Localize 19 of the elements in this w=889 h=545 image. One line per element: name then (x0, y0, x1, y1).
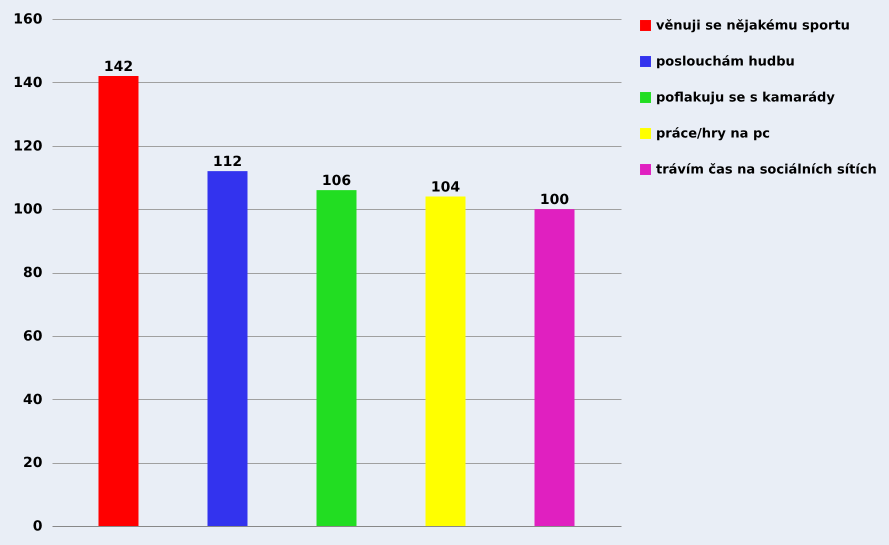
data-label: 106 (322, 173, 352, 190)
legend-label: poflakuju se s kamarády (656, 90, 836, 106)
y-tick-label: 20 (23, 455, 43, 472)
legend-label: trávím čas na sociálních sítích (656, 162, 877, 178)
y-tick-label: 0 (32, 518, 43, 534)
y-tick-label: 100 (13, 202, 43, 218)
y-tick-label: 80 (23, 265, 43, 281)
data-label: 104 (430, 179, 460, 196)
data-label: 142 (104, 59, 134, 76)
legend-label: práce/hry na pc (656, 126, 770, 142)
y-tick-label: 160 (13, 12, 43, 28)
legend-label: poslouchám hudbu (656, 54, 795, 70)
y-tick-label: 40 (23, 392, 43, 408)
data-label: 112 (212, 154, 242, 170)
data-label: 100 (540, 192, 570, 208)
y-tick-label: 60 (23, 328, 43, 344)
y-tick-label: 140 (13, 74, 43, 91)
legend-label: věnuji se nějakému sportu (656, 18, 850, 34)
y-tick-label: 120 (13, 138, 43, 154)
